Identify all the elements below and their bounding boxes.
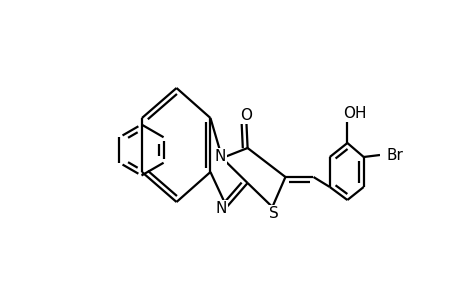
Text: Br: Br xyxy=(385,148,402,163)
Text: OH: OH xyxy=(342,106,366,121)
Text: S: S xyxy=(269,206,278,220)
Text: N: N xyxy=(215,201,227,216)
Text: N: N xyxy=(214,149,226,164)
Text: O: O xyxy=(240,108,252,123)
